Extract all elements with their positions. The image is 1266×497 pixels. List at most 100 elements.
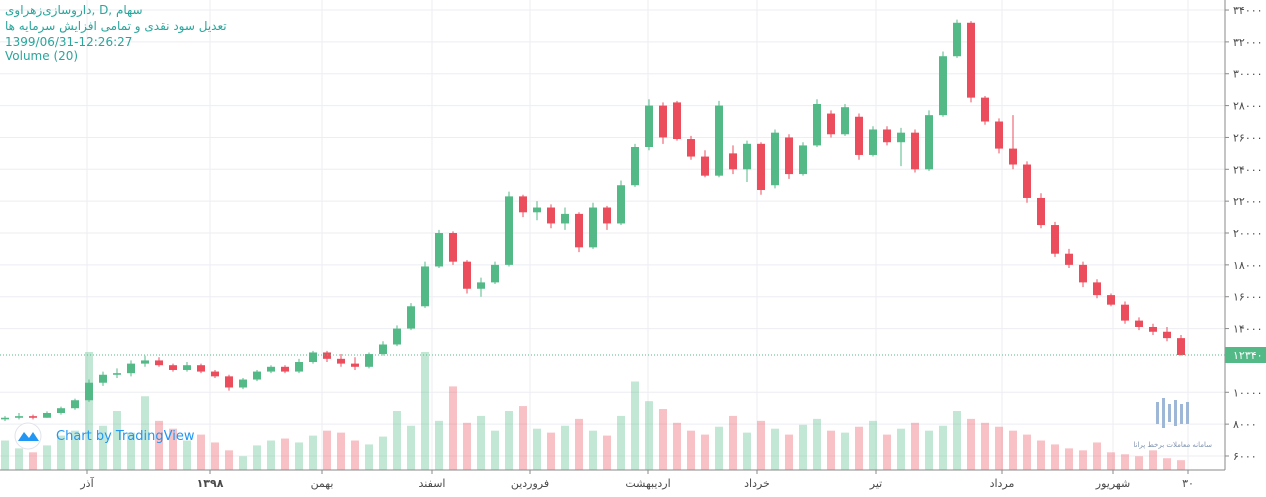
y-tick-label: ۲۰۰۰۰ (1233, 227, 1263, 240)
volume-bar (323, 430, 331, 470)
candle-body (281, 366, 289, 372)
candle-body (309, 352, 317, 363)
candle-body (15, 416, 23, 418)
volume-bar (673, 422, 681, 470)
x-tick-label: آذر (79, 476, 94, 490)
candle-body (687, 139, 695, 157)
candle-body (463, 261, 471, 289)
volume-bar (519, 406, 527, 470)
volume-bar (855, 426, 863, 470)
candle-body (71, 400, 79, 409)
candle-body (561, 213, 569, 224)
candle-body (729, 153, 737, 170)
candle-body (1009, 148, 1017, 165)
volume-bar (883, 434, 891, 470)
candle-body (253, 371, 261, 380)
volume-bar (631, 381, 639, 470)
y-tick-label: ۲۲۰۰۰ (1233, 195, 1263, 208)
x-tick-label: بهمن (311, 477, 334, 490)
y-tick-label: ۶۰۰۰ (1233, 450, 1257, 463)
volume-bar (141, 396, 149, 470)
volume-bar (43, 445, 51, 470)
candle-body (855, 116, 863, 155)
candle-body (1037, 197, 1045, 226)
volume-bar (85, 352, 93, 470)
volume-bar (1009, 430, 1017, 470)
volume-bar (1135, 456, 1143, 470)
candle-body (365, 354, 373, 367)
candle-body (393, 328, 401, 345)
candle-body (827, 113, 835, 135)
volume-bar (463, 422, 471, 470)
candle-body (799, 145, 807, 175)
candle-body (379, 344, 387, 355)
last-price-box (1225, 347, 1266, 364)
candle-body (813, 104, 821, 146)
volume-bar (295, 442, 303, 470)
candle-body (617, 185, 625, 224)
candle-body (715, 105, 723, 176)
volume-bar (337, 432, 345, 470)
candle-body (505, 196, 513, 265)
volume-bar (239, 456, 247, 470)
y-tick-label: ۱۸۰۰۰ (1233, 259, 1263, 272)
volume-bar (155, 420, 163, 470)
candle-body (575, 213, 583, 248)
candle-body (169, 365, 177, 370)
volume-bar (701, 434, 709, 470)
x-tick-label: تیر (869, 477, 882, 490)
y-tick-label: ۲۸۰۰۰ (1233, 100, 1263, 113)
volume-bar (1079, 450, 1087, 470)
volume-bar (939, 425, 947, 470)
candle-body (995, 121, 1003, 149)
volume-bar (351, 440, 359, 470)
volume-bar (1, 440, 9, 470)
candle-body (1079, 264, 1087, 283)
candle-body (85, 382, 93, 401)
volume-bar (995, 426, 1003, 470)
volume-bar (799, 424, 807, 470)
volume-bar (953, 411, 961, 470)
candle-body (127, 363, 135, 374)
candle-body (1163, 331, 1171, 339)
volume-bar (225, 450, 233, 470)
volume-bar (1065, 448, 1073, 470)
grid (0, 0, 1225, 470)
volume-bar (659, 409, 667, 470)
x-tick-label: فروردین (511, 477, 549, 490)
volume-bar (743, 432, 751, 470)
candle-body (1121, 304, 1129, 321)
volume-bar (253, 445, 261, 470)
volume-bar (393, 411, 401, 470)
candle-body (701, 156, 709, 176)
volume-bar (617, 415, 625, 470)
volume-bar (309, 435, 317, 470)
candle-body (99, 374, 107, 383)
volume-bar (533, 428, 541, 470)
volume-bar (477, 415, 485, 470)
candle-body (323, 352, 331, 359)
volume-bar (911, 422, 919, 470)
candle-body (631, 147, 639, 186)
candle-body (435, 233, 443, 267)
candle-body (141, 360, 149, 364)
x-tick-label: مرداد (990, 477, 1015, 490)
candle-body (953, 22, 961, 57)
y-tick-label: ۳۴۰۰۰ (1233, 4, 1263, 17)
volume-bar (267, 440, 275, 470)
volume-bar (57, 435, 65, 470)
candle-body (911, 132, 919, 170)
y-tick-label: ۱۰۰۰۰ (1233, 386, 1263, 399)
volume-bar (925, 430, 933, 470)
volume-bar (1163, 458, 1171, 470)
volume-bar (435, 420, 443, 470)
volume-bar (407, 425, 415, 470)
candle-body (743, 143, 751, 170)
last-price-label: ۱۲۳۴۰ (1233, 349, 1263, 362)
candle-body (225, 376, 233, 388)
volume-bar (575, 418, 583, 470)
candle-body (645, 105, 653, 148)
candle-body (155, 360, 163, 366)
candle-body (897, 132, 905, 143)
